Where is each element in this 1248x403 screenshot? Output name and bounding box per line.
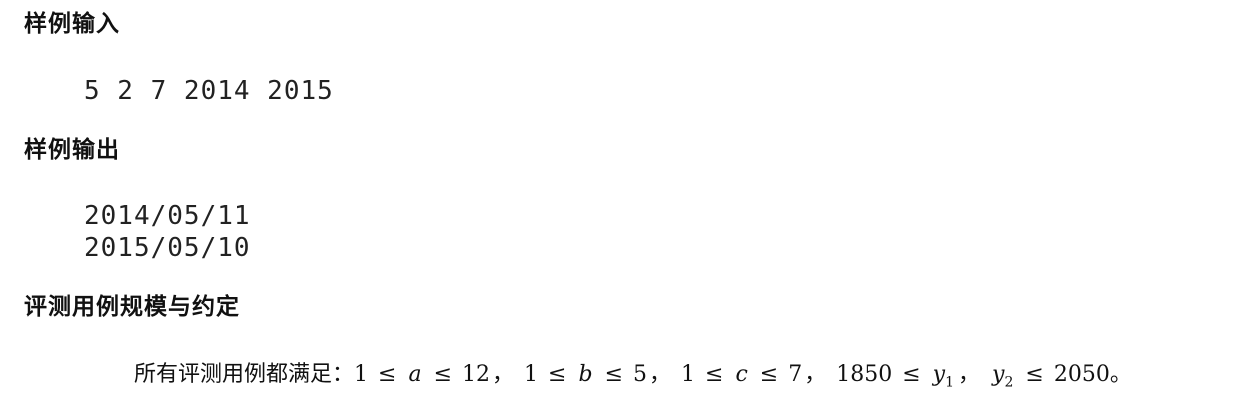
a-lower-bound: 1 [354, 362, 369, 387]
leq-symbol: ≤ [1025, 362, 1044, 387]
leq-symbol: ≤ [433, 362, 453, 387]
separator: ， [649, 362, 672, 387]
constraints-prefix: 所有评测用例都满足： [134, 362, 355, 387]
c-upper-bound: 7 [788, 362, 803, 387]
leq-symbol: ≤ [759, 362, 779, 387]
constraints-text: 所有评测用例都满足：1 ≤ a ≤12， 1 ≤ b ≤5， 1 ≤ c ≤7， 1850 ≤ y1， y2 ≤… [134, 360, 1132, 397]
sample-input-block: 5 2 7 2014 2015 [84, 75, 334, 107]
variable-c: c [735, 362, 748, 387]
constraints-heading: 评测用例规模与约定 [24, 294, 240, 320]
sample-input-heading: 样例输入 [24, 11, 120, 37]
b-lower-bound: 1 [524, 362, 539, 387]
sample-output-line: 2014/05/11 [84, 201, 251, 231]
separator: ， [492, 362, 515, 387]
variable-b: b [578, 362, 593, 387]
c-lower-bound: 1 [681, 362, 696, 387]
leq-symbol: ≤ [902, 362, 921, 387]
leq-symbol: ≤ [378, 362, 397, 387]
leq-symbol: ≤ [548, 362, 567, 387]
variable-y1: y1 [932, 362, 955, 391]
y-lower-bound: 1850 [836, 362, 893, 387]
a-upper-bound: 12 [462, 362, 491, 387]
y-upper-bound: 2050 [1053, 362, 1110, 387]
leq-symbol: ≤ [604, 362, 623, 387]
leq-symbol: ≤ [705, 362, 724, 387]
separator: ， [804, 362, 827, 387]
sample-input-line: 5 2 7 2014 2015 [84, 76, 334, 106]
variable-y2: y2 [992, 362, 1014, 391]
separator: ， [958, 362, 981, 387]
sample-output-heading: 样例输出 [24, 137, 120, 163]
sample-output-line: 2015/05/10 [84, 233, 251, 263]
variable-a: a [408, 362, 422, 387]
sample-output-block: 2014/05/11 2015/05/10 [84, 200, 251, 264]
period: 。 [1109, 362, 1132, 387]
b-upper-bound: 5 [633, 362, 647, 387]
